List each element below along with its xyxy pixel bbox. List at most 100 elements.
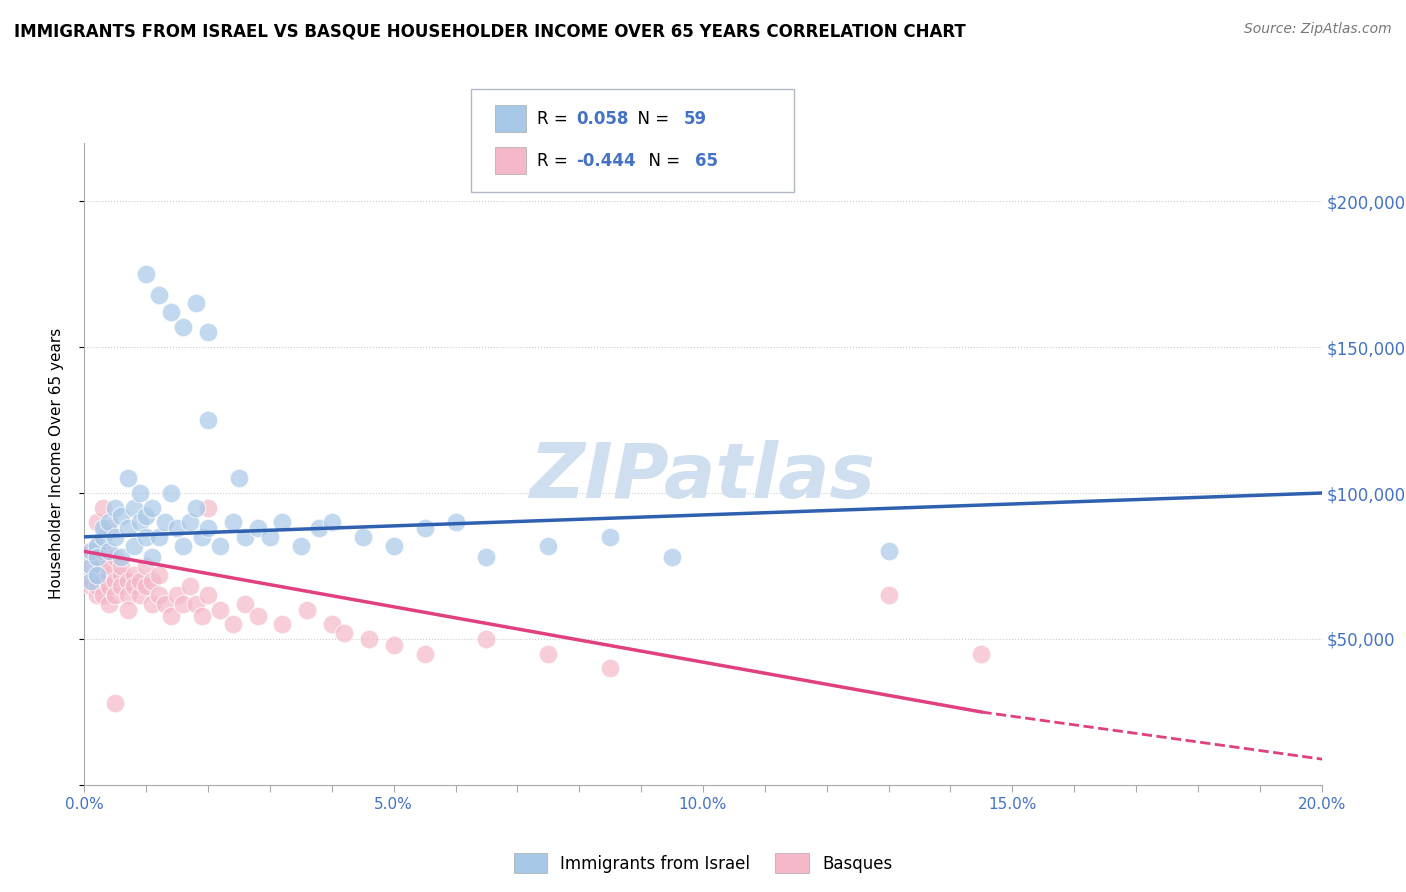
Point	[259, 530, 281, 544]
Point	[104, 530, 127, 544]
Point	[352, 530, 374, 544]
Point	[117, 574, 139, 588]
Point	[86, 567, 108, 582]
Point	[122, 567, 145, 582]
Point	[98, 544, 121, 558]
Point	[197, 326, 219, 340]
Point	[172, 319, 194, 334]
Point	[160, 305, 183, 319]
Point	[413, 521, 436, 535]
Point	[166, 521, 188, 535]
Point	[86, 550, 108, 565]
Point	[141, 597, 163, 611]
Point	[122, 579, 145, 593]
Point	[86, 579, 108, 593]
Point	[79, 544, 101, 558]
Point	[135, 559, 157, 574]
Point	[661, 550, 683, 565]
Point	[98, 597, 121, 611]
Point	[475, 632, 498, 646]
Point	[79, 574, 101, 588]
Point	[295, 603, 318, 617]
Point	[179, 515, 201, 529]
Point	[135, 579, 157, 593]
Point	[117, 603, 139, 617]
Point	[135, 530, 157, 544]
Point	[98, 567, 121, 582]
Point	[179, 579, 201, 593]
Point	[79, 559, 101, 574]
Point	[79, 579, 101, 593]
Point	[122, 500, 145, 515]
Point	[91, 574, 114, 588]
Point	[148, 287, 170, 301]
Point	[970, 647, 993, 661]
Point	[184, 500, 207, 515]
Point	[98, 515, 121, 529]
Point	[79, 559, 101, 574]
Point	[184, 296, 207, 310]
Point	[197, 413, 219, 427]
Point	[222, 617, 245, 632]
Text: 59: 59	[683, 110, 706, 128]
Point	[141, 574, 163, 588]
Point	[209, 539, 232, 553]
Point	[599, 661, 621, 675]
Point	[172, 597, 194, 611]
Point	[233, 597, 256, 611]
Point	[877, 544, 900, 558]
Point	[135, 509, 157, 524]
Point	[86, 588, 108, 602]
Y-axis label: Householder Income Over 65 years: Householder Income Over 65 years	[49, 328, 63, 599]
Text: IMMIGRANTS FROM ISRAEL VS BASQUE HOUSEHOLDER INCOME OVER 65 YEARS CORRELATION CH: IMMIGRANTS FROM ISRAEL VS BASQUE HOUSEHO…	[14, 22, 966, 40]
Point	[110, 509, 132, 524]
Point	[117, 588, 139, 602]
Point	[191, 608, 214, 623]
Point	[228, 471, 250, 485]
Point	[129, 515, 152, 529]
Point	[308, 521, 330, 535]
Point	[357, 632, 380, 646]
Legend: Immigrants from Israel, Basques: Immigrants from Israel, Basques	[508, 847, 898, 880]
Point	[537, 647, 560, 661]
Point	[110, 559, 132, 574]
Point	[104, 550, 127, 565]
Point	[166, 588, 188, 602]
Point	[321, 617, 343, 632]
Point	[91, 521, 114, 535]
Point	[86, 515, 108, 529]
Point	[129, 588, 152, 602]
Point	[153, 515, 176, 529]
Point	[246, 521, 269, 535]
Point	[110, 550, 132, 565]
Point	[222, 515, 245, 529]
Point	[290, 539, 312, 553]
Point	[413, 647, 436, 661]
Point	[197, 588, 219, 602]
Point	[79, 544, 101, 558]
Text: N =: N =	[627, 110, 675, 128]
Point	[172, 539, 194, 553]
Text: 65: 65	[695, 152, 717, 169]
Point	[197, 521, 219, 535]
Point	[117, 521, 139, 535]
Point	[246, 608, 269, 623]
Point	[475, 550, 498, 565]
Point	[104, 588, 127, 602]
Point	[148, 588, 170, 602]
Point	[191, 530, 214, 544]
Point	[209, 603, 232, 617]
Point	[148, 567, 170, 582]
Point	[110, 567, 132, 582]
Point	[104, 500, 127, 515]
Point	[91, 588, 114, 602]
Point	[86, 539, 108, 553]
Point	[129, 574, 152, 588]
Point	[537, 539, 560, 553]
Text: Source: ZipAtlas.com: Source: ZipAtlas.com	[1244, 22, 1392, 37]
Point	[117, 471, 139, 485]
Point	[160, 608, 183, 623]
Point	[98, 579, 121, 593]
Point	[599, 530, 621, 544]
Point	[86, 550, 108, 565]
